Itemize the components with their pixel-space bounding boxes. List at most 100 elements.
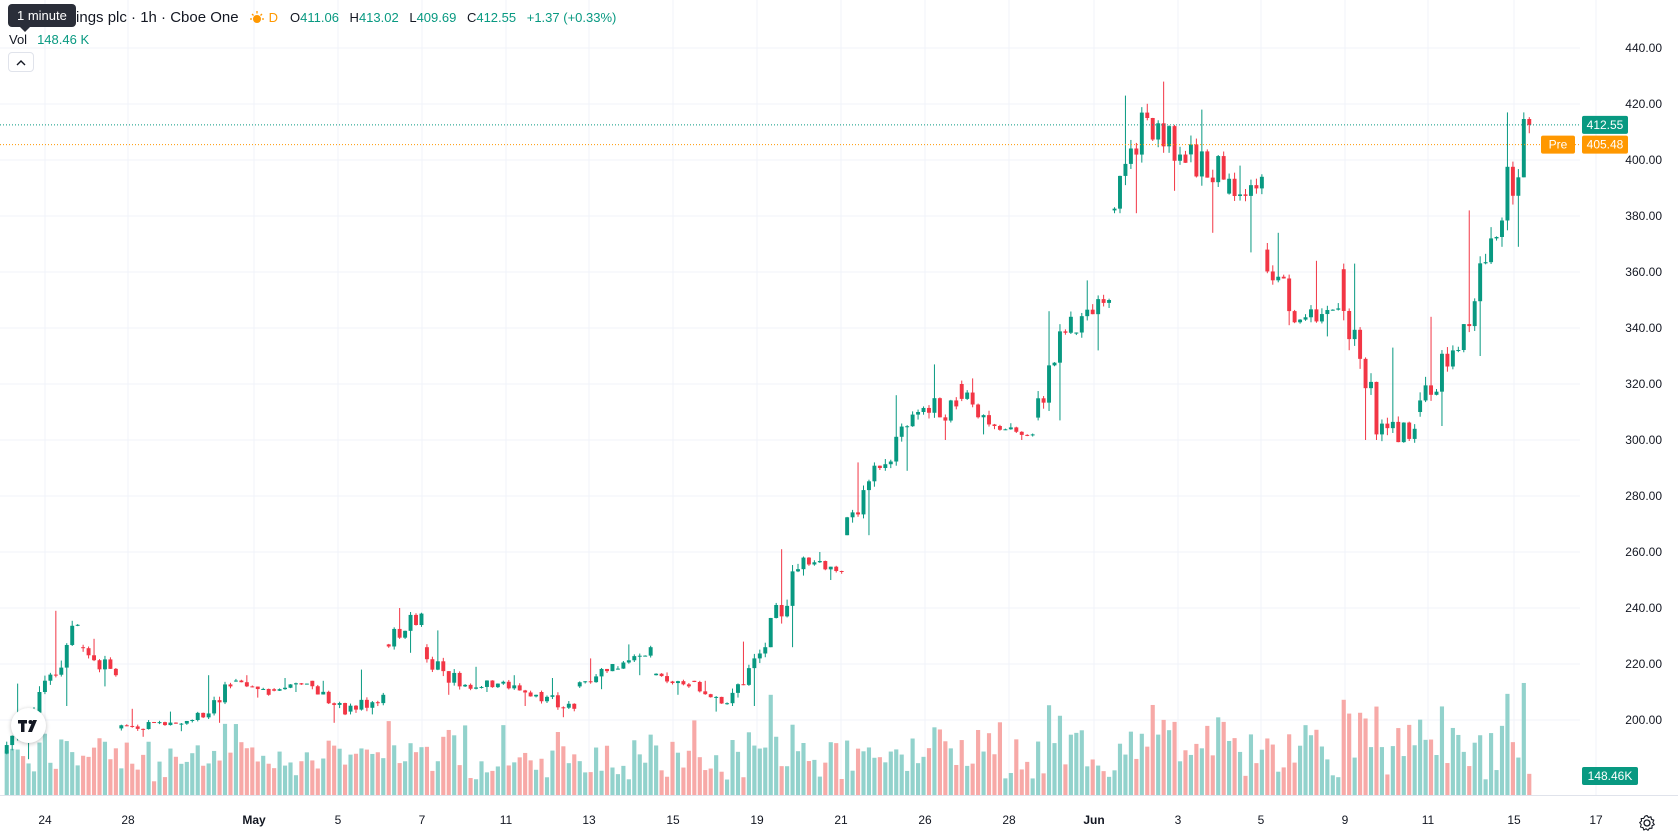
volume-bar (86, 756, 91, 795)
candle (1238, 165, 1243, 201)
volume-bar (703, 770, 708, 795)
candle (1472, 298, 1477, 331)
last-price-value: 412.55 (1587, 118, 1624, 132)
volume-bar (506, 765, 511, 795)
candle (916, 409, 921, 420)
candle (970, 378, 975, 408)
volume-bar (1008, 773, 1013, 795)
volume-bar (1303, 725, 1308, 795)
axes[interactable]: 440.00 420.00 400.00 380.00 360.00 340.00 320.… (0, 41, 1678, 827)
volume-bar (479, 761, 484, 795)
candle (1374, 381, 1379, 440)
volume-bar (626, 779, 631, 795)
volume-bar (130, 763, 135, 795)
symbol-legend: oldings plc · 1h · Cboe One D O411.06 H4… (8, 6, 616, 28)
change-value: +1.37 (+0.33%) (526, 9, 617, 25)
volume-bar (1019, 769, 1024, 795)
candle (354, 705, 358, 713)
candle (1418, 392, 1423, 417)
session-letter: D (268, 9, 278, 25)
volume-label[interactable]: Vol (9, 32, 28, 47)
candle (1047, 311, 1052, 411)
volume-bar (288, 762, 293, 795)
candle (997, 424, 1002, 431)
gear-icon[interactable] (1638, 814, 1656, 832)
volume-bar (457, 765, 462, 795)
candle (1510, 161, 1515, 205)
volume-bar (965, 765, 970, 795)
volume-bar (1521, 682, 1526, 795)
volume-bar (75, 765, 80, 795)
candle (1401, 422, 1406, 443)
session-indicator[interactable]: D (249, 10, 278, 25)
volume-bar (768, 694, 773, 795)
candle (1079, 312, 1084, 338)
candle (828, 566, 833, 580)
candle (217, 696, 222, 723)
candle (244, 675, 249, 688)
tradingview-logo-button[interactable] (11, 708, 46, 743)
candle (386, 643, 391, 648)
candle (501, 680, 506, 685)
volume-bar (986, 733, 992, 795)
volume-bar (1434, 755, 1439, 795)
candle (817, 552, 822, 563)
candle (523, 689, 528, 706)
pre-price-value: 405.48 (1587, 138, 1624, 152)
volume-bar (501, 725, 506, 795)
candle (555, 692, 560, 710)
volume-bar (424, 746, 430, 795)
volume-bar (201, 765, 206, 795)
candle (315, 684, 320, 695)
candle (927, 405, 931, 419)
volume-bar (473, 779, 479, 795)
volume-bar (610, 767, 615, 795)
volume-bar (959, 740, 964, 795)
candle (796, 563, 800, 573)
candle (1478, 256, 1483, 356)
collapse-legend-button[interactable] (8, 52, 34, 72)
volume-bar (272, 768, 277, 795)
candle (1423, 376, 1428, 403)
volume-bar (26, 763, 31, 795)
volume-bar (261, 755, 266, 795)
volume-bar (1112, 770, 1117, 795)
candle (1227, 173, 1232, 195)
candle (250, 685, 255, 688)
price-tick-label: 220.00 (1625, 657, 1662, 671)
candle (397, 608, 402, 639)
volume-bar (692, 720, 697, 795)
volume-bar (899, 754, 904, 795)
volume-bar (735, 751, 741, 795)
volume-bar (1079, 730, 1084, 795)
candle (239, 679, 244, 683)
volume-bar (779, 766, 784, 795)
volume-bar (615, 774, 621, 795)
volume-bar (1057, 715, 1063, 795)
volume-bar (446, 729, 451, 795)
volume-bar (905, 770, 910, 795)
volume-bar (664, 776, 670, 795)
volume-bar (310, 760, 315, 795)
candle (1041, 396, 1046, 409)
candle (790, 565, 795, 648)
candle (86, 646, 91, 659)
candle (1243, 189, 1248, 202)
volume-bar (1254, 763, 1259, 795)
candle (375, 700, 380, 707)
volume-bar (697, 757, 702, 795)
candle (774, 602, 779, 619)
candle (1319, 308, 1324, 324)
candle (1314, 260, 1319, 323)
volume-bar (10, 748, 15, 795)
symbol-title[interactable]: oldings plc · 1h · Cboe One (56, 8, 239, 26)
volume-bar (408, 743, 413, 795)
volume-bar (1379, 747, 1385, 795)
volume-bar (583, 772, 588, 795)
candle (615, 666, 620, 670)
volume-bar (555, 732, 560, 795)
price-tick-label: 300.00 (1625, 433, 1662, 447)
candle (834, 565, 839, 573)
